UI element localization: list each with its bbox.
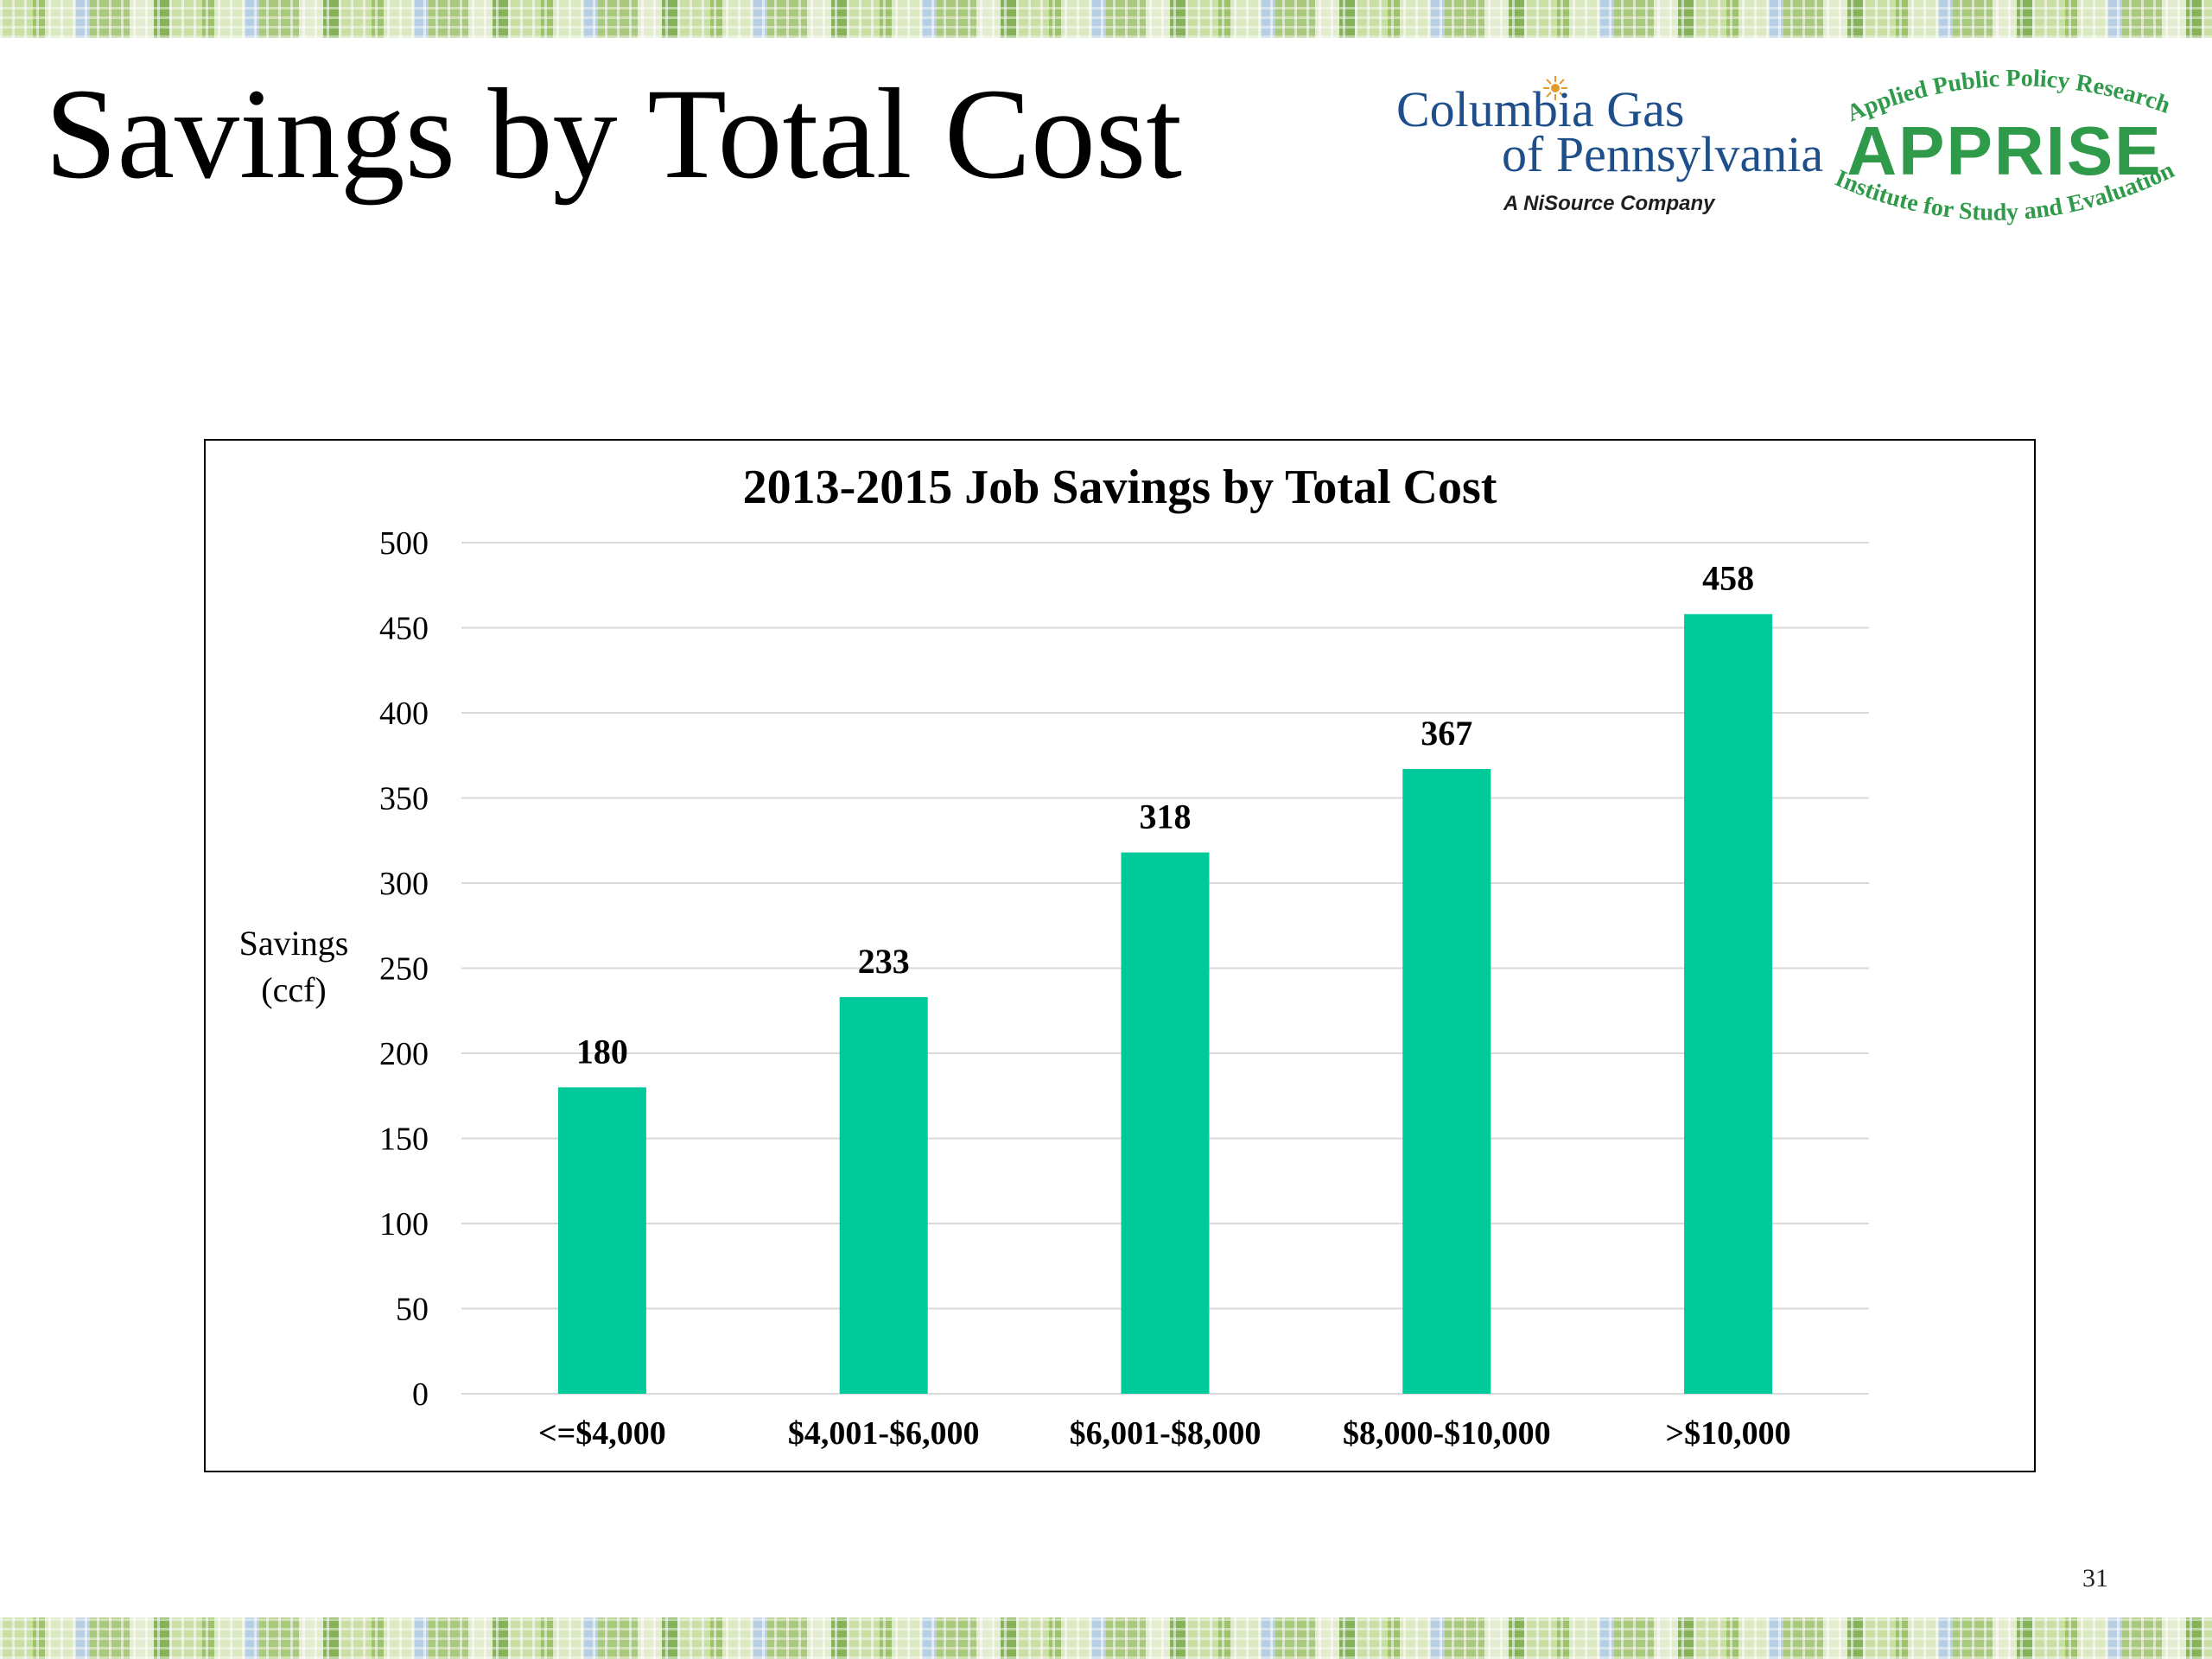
data-label: 233 [858, 942, 910, 981]
bar [839, 996, 928, 1394]
x-tick-label: $4,001-$6,000 [788, 1415, 980, 1452]
page-number: 31 [2082, 1564, 2108, 1592]
bar [1121, 852, 1210, 1394]
slide-title: Savings by Total Cost [45, 62, 1183, 206]
data-label: 180 [576, 1032, 628, 1071]
y-axis-label-line: (ccf) [261, 970, 326, 1009]
y-tick-label: 350 [379, 781, 429, 817]
bar-chart: 2013-2015 Job Savings by Total Cost 0 50 1… [239, 461, 1869, 1452]
data-labels: 180 233 318 367 458 [576, 559, 1754, 1071]
x-axis-ticks: <=$4,000 $4,001-$6,000 $6,001-$8,000 $8,000… [538, 1415, 1791, 1452]
apprise-logo: Applied Public Policy Research APPRISE I… [1815, 45, 2195, 252]
columbia-logo-line2: of Pennsylvania [1502, 126, 1824, 182]
x-tick-label: <=$4,000 [538, 1415, 666, 1452]
data-label: 458 [1702, 559, 1754, 598]
chart-title: 2013-2015 Job Savings by Total Cost [743, 461, 1497, 514]
y-tick-label: 400 [379, 696, 429, 732]
y-tick-label: 450 [379, 611, 429, 647]
bar [1684, 613, 1773, 1394]
x-tick-label: $8,000-$10,000 [1343, 1415, 1551, 1452]
y-tick-label: 150 [379, 1122, 429, 1158]
x-tick-label: $6,001-$8,000 [1070, 1415, 1262, 1452]
data-label: 367 [1421, 714, 1472, 753]
bar [557, 1087, 646, 1394]
y-tick-label: 50 [396, 1292, 429, 1328]
chart-frame: 2013-2015 Job Savings by Total Cost 0 50 1… [204, 439, 2036, 1472]
columbia-logo-line1: Columbia Gas [1396, 81, 1685, 137]
bars [557, 613, 1773, 1394]
data-label: 318 [1140, 798, 1192, 836]
sun-icon [1543, 76, 1567, 100]
y-axis-label: Savings (ccf) [239, 924, 349, 1009]
columbia-logo-line3: A NiSource Company [1503, 192, 1715, 215]
apprise-main-text: APPRISE [1847, 112, 2162, 189]
bottom-decorative-band [0, 1618, 2212, 1659]
x-tick-label: >$10,000 [1666, 1415, 1791, 1452]
y-tick-label: 300 [379, 866, 429, 902]
apprise-logo-graphic: Applied Public Policy Research APPRISE I… [1831, 65, 2178, 226]
y-axis-ticks: 0 50 100 150 200 250 300 350 400 450 500 [379, 525, 429, 1413]
y-tick-label: 500 [379, 525, 429, 562]
y-tick-label: 100 [379, 1206, 429, 1243]
columbia-gas-logo: Columbia Gas of Pennsylvania A NiSource … [1393, 76, 1823, 226]
bar [1402, 769, 1491, 1394]
y-axis-label-line: Savings [239, 924, 349, 963]
top-decorative-band [0, 0, 2212, 38]
y-tick-label: 0 [412, 1376, 429, 1413]
y-tick-label: 200 [379, 1036, 429, 1072]
y-tick-label: 250 [379, 951, 429, 988]
